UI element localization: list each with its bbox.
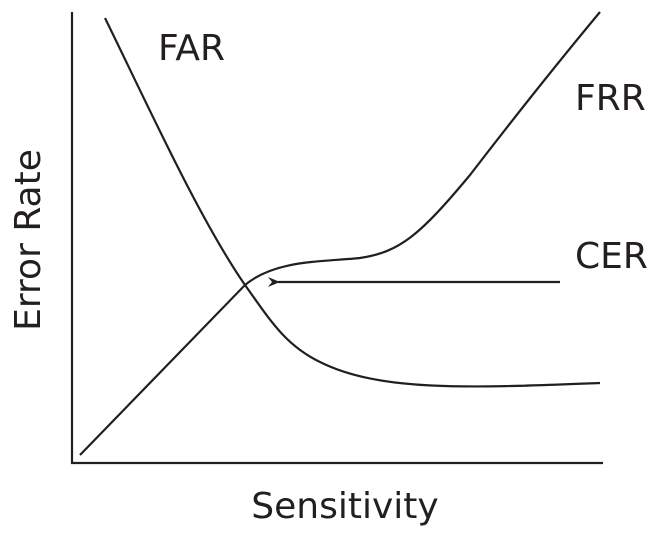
frr-label: FRR — [575, 78, 646, 119]
cer-label: CER — [575, 236, 648, 277]
frr-curve — [79, 11, 601, 456]
y-axis-label: Error Rate — [8, 149, 49, 331]
far-label: FAR — [158, 28, 225, 69]
x-axis-label: Sensitivity — [251, 486, 438, 527]
far-curve — [104, 17, 601, 388]
